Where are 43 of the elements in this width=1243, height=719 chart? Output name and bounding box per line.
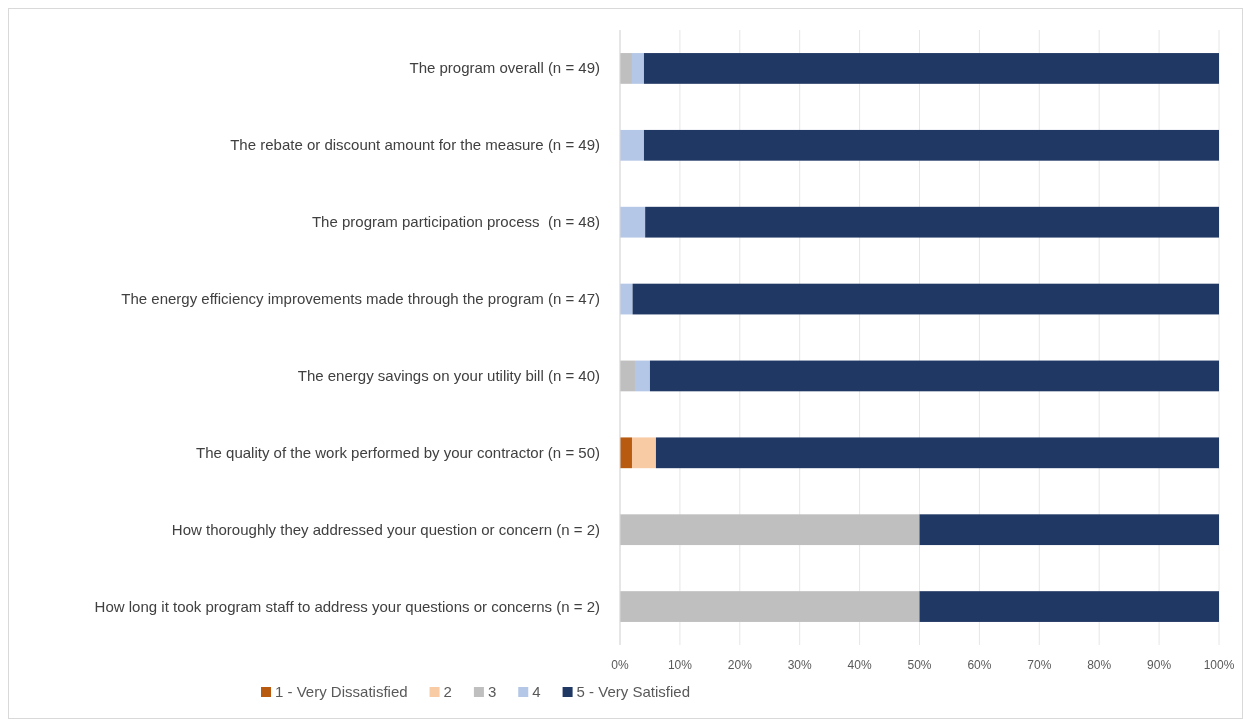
y-tick-label: How long it took program staff to address your questions or concerns (n = 2) [94,597,600,615]
x-tick-label: 80% [1087,658,1112,672]
bar [620,53,632,84]
x-tick-label: 100% [1203,658,1235,672]
y-tick-label: The program participation process (n = 48) [311,213,600,231]
bar [919,591,1219,622]
bar [919,514,1219,546]
bar [620,514,920,546]
x-tick-label: 90% [1147,658,1172,672]
x-tick-label: 10% [667,658,693,672]
y-tick-label: How thoroughly they addressed your question or concern (n = 2) [171,520,600,538]
bar [643,53,1219,84]
bar [631,53,644,84]
x-tick-label: 50% [907,658,932,672]
x-tick-label: 40% [847,658,872,672]
bar [620,591,920,622]
bar [620,129,644,161]
bar [655,437,1219,469]
legend-label: 4 [532,683,541,700]
legend-label: 5 - Very Satisfied [576,683,690,700]
x-tick-label: 0% [611,658,629,672]
bar [620,206,646,238]
bar [620,283,633,315]
y-tick-label: The energy efficiency improvements made through the program (n = 47) [121,290,600,308]
bar [649,360,1219,392]
legend-label: 3 [487,683,497,700]
x-tick-label: 30% [787,658,813,672]
legend-label: 1 - Very Dissatisfied [275,683,408,700]
y-tick-label: The quality of the work performed by your contractor (n = 50) [196,443,600,461]
bar [631,437,656,469]
bar [620,437,632,469]
bar [645,206,1219,238]
x-tick-label: 20% [727,658,753,672]
x-tick-label: 60% [967,658,992,672]
bar [634,360,650,392]
y-tick-label: The energy savings on your utility bill (n = 40) [297,366,600,384]
y-tick-label: The program overall (n = 49) [409,59,600,77]
bar [632,283,1219,315]
bar [620,360,635,392]
legend-label: 2 [443,683,452,700]
y-tick-label: The rebate or discount amount for the measure (n = 49) [230,136,600,154]
x-tick-label: 70% [1027,658,1052,672]
bar [643,129,1219,161]
